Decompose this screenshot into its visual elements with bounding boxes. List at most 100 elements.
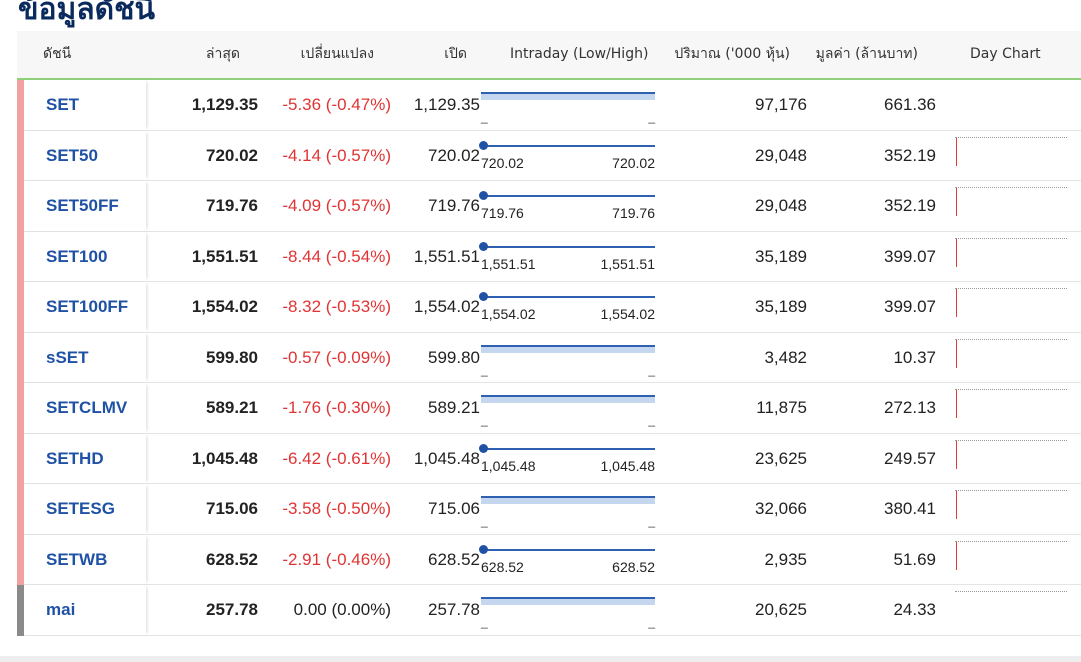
change-value: -0.57 (-0.09%) [282,347,391,367]
day-chart[interactable] [955,136,1067,175]
day-chart-line [956,541,957,570]
index-link[interactable]: SETCLMV [46,398,128,417]
row-accent-bar [17,484,24,535]
index-link[interactable]: SET50FF [46,196,119,215]
last-price: 715.06 [206,499,258,518]
intraday-low: 719.76 [481,205,524,221]
value: 352.19 [884,145,936,165]
intraday-marker [479,191,488,200]
intraday-range: _ _ [481,80,655,130]
value: 272.13 [884,398,936,417]
table-row[interactable]: SET50 720.02 -4.14 (-0.57%) 720.02 720.02 720… [17,130,1081,181]
value: 10.37 [893,347,936,367]
intraday-high: 720.02 [612,154,655,171]
open-price: 1,551.51 [413,246,480,266]
change-value: -8.32 (-0.53%) [282,297,391,316]
row-accent-bar [17,383,24,434]
header-change[interactable]: เปลี่ยนแปลง [300,46,374,62]
day-chart-baseline [955,540,1067,542]
table-row[interactable]: SETESG 715.06 -3.58 (-0.50%) 715.06 _ _ 32,066… [17,484,1081,535]
header-open[interactable]: เปิด [444,46,467,62]
open-price: 715.06 [428,499,480,518]
intraday-high-empty: _ [648,615,655,629]
day-chart[interactable] [955,389,1067,427]
value: 399.07 [884,246,936,266]
open-price: 257.78 [428,600,480,619]
day-chart-line [956,289,957,317]
table-row[interactable]: SET50FF 719.76 -4.09 (-0.57%) 719.76 719.76 7… [17,181,1081,232]
index-link[interactable]: SET100 [46,246,108,266]
last-price: 720.02 [206,145,258,165]
intraday-range: 1,551.51 1,551.51 [479,232,656,282]
change-value: -8.44 (-0.54%) [282,246,391,266]
day-chart-baseline [955,288,1067,289]
volume: 11,875 [756,398,807,417]
intraday-marker [479,292,488,301]
day-chart[interactable] [955,490,1067,528]
index-link[interactable]: SETWB [46,549,108,569]
table-row[interactable]: SETHD 1,045.48 -6.42 (-0.61%) 1,045.48 1,045… [17,433,1081,484]
index-link[interactable]: SET100FF [46,297,129,316]
table-row[interactable]: SETWB 628.52 -2.91 (-0.46%) 628.52 628.52 628… [17,534,1081,585]
day-chart-baseline [955,237,1067,239]
table-row[interactable]: SET100FF 1,554.02 -8.32 (-0.53%) 1,554.02 1,… [17,282,1081,333]
last-price: 599.80 [206,347,258,367]
table-row[interactable]: sSET 599.80 -0.57 (-0.09%) 599.80 _ _ 3,482 10.… [17,332,1081,383]
intraday-high: 1,551.51 [600,255,656,272]
volume: 29,048 [755,145,807,165]
change-value: -4.14 (-0.57%) [282,145,391,165]
day-chart[interactable] [955,439,1067,478]
day-chart[interactable] [955,338,1067,377]
intraday-high: 628.52 [612,558,655,575]
last-price: 257.78 [206,600,258,619]
value: 51.69 [893,549,936,569]
value: 352.19 [884,196,936,215]
index-link[interactable]: sSET [46,347,89,367]
intraday-bar [481,344,655,353]
open-price: 1,045.48 [413,448,480,468]
index-name-cell: SET100FF [24,282,146,332]
intraday-high: 1,554.02 [600,306,656,322]
index-link[interactable]: SET50 [46,145,98,165]
intraday-low-empty: _ [481,615,488,629]
row-accent-bar [17,282,24,333]
index-name-cell: mai [24,585,146,635]
header-index[interactable]: ดัชนี [43,46,72,62]
day-chart[interactable] [955,187,1067,225]
day-chart[interactable] [955,288,1067,326]
day-chart-baseline [955,591,1067,592]
day-chart[interactable] [955,237,1067,276]
table-row[interactable]: SET100 1,551.51 -8.44 (-0.54%) 1,551.51 1,55… [17,231,1081,282]
value: 399.07 [884,297,936,316]
table-row[interactable]: mai 257.78 0.00 (0.00%) 257.78 _ _ 20,625 24.33 [17,585,1081,636]
index-link[interactable]: SETESG [46,499,115,518]
volume: 3,482 [764,347,807,367]
header-last[interactable]: ล่าสุด [205,46,240,62]
intraday-range: _ _ [481,585,655,635]
table-row[interactable]: SET 1,129.35 -5.36 (-0.47%) 1,129.35 _ _ 97,17… [17,80,1081,131]
index-name-cell: SETCLMV [24,383,146,433]
table-row[interactable]: SETCLMV 589.21 -1.76 (-0.30%) 589.21 _ _ 11,87… [17,383,1081,434]
index-link[interactable]: SET [46,95,80,114]
day-chart-baseline [955,187,1067,188]
intraday-high: 1,045.48 [600,457,656,474]
change-value: -1.76 (-0.30%) [282,398,391,417]
day-chart[interactable] [955,540,1067,579]
open-price: 599.80 [428,347,480,367]
intraday-low: 1,551.51 [481,255,536,272]
intraday-line [481,296,655,298]
row-accent-bar [17,130,24,181]
intraday-range: 1,045.48 1,045.48 [479,434,656,484]
change-value: -2.91 (-0.46%) [282,549,391,569]
index-link[interactable]: mai [46,600,76,619]
last-price: 589.21 [206,398,258,417]
header-intraday[interactable]: Intraday (Low/High) [510,46,649,62]
header-volume[interactable]: ปริมาณ ('000 หุ้น) [674,46,790,62]
row-accent-bar [17,332,24,383]
change-value: -3.58 (-0.50%) [282,499,391,518]
intraday-low: 628.52 [481,558,524,575]
index-link[interactable]: SETHD [46,448,104,468]
day-chart[interactable] [955,591,1067,629]
open-price: 628.52 [428,549,480,569]
header-value[interactable]: มูลค่า (ล้านบาท) [815,46,918,62]
